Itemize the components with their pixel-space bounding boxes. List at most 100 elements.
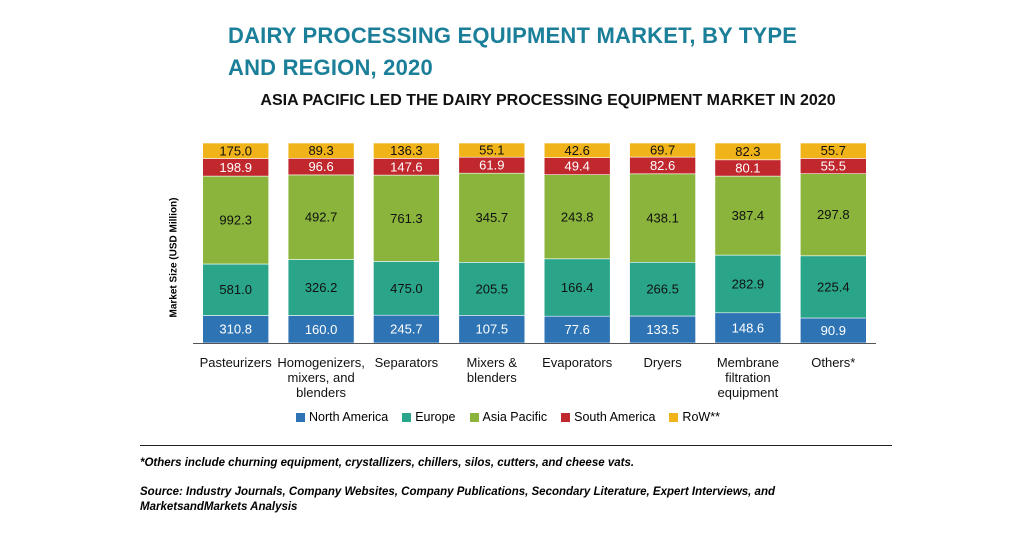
category-label: Homogenizers, — [277, 355, 364, 370]
category-label: Mixers & — [467, 355, 518, 370]
bar-value-label: 266.5 — [646, 282, 679, 297]
bar-value-label: 55.5 — [821, 159, 846, 174]
bar-value-label: 243.8 — [561, 209, 594, 224]
bar-value-label: 96.6 — [308, 159, 333, 174]
category-label: Separators — [375, 355, 439, 370]
bar-value-label: 581.0 — [219, 282, 252, 297]
category-label: filtration — [725, 370, 771, 385]
bar-value-label: 310.8 — [219, 322, 252, 337]
chart-title-line2: AND REGION, 2020 — [228, 55, 433, 80]
bar-segment — [714, 175, 782, 256]
bar-segment — [287, 259, 355, 316]
bar-segment — [543, 174, 611, 260]
bar-segment — [629, 261, 696, 317]
chart-subtitle-text: ASIA PACIFIC LED THE DAIRY PROCESSING EQ… — [260, 92, 836, 109]
bar-segment — [629, 173, 696, 263]
bar-value-label: 89.3 — [308, 143, 333, 158]
bar-value-label: 49.4 — [565, 159, 590, 174]
bar-value-label: 148.6 — [732, 320, 765, 335]
legend-label: Europe — [415, 410, 456, 424]
bar-segment — [543, 142, 611, 158]
legend-swatch — [296, 412, 305, 422]
bar-value-label: 42.6 — [565, 143, 590, 158]
category-label: equipment — [718, 385, 779, 400]
bar-segment — [202, 263, 269, 316]
bar-segment — [799, 255, 867, 319]
bar-value-label: 326.2 — [305, 280, 338, 295]
category-label: Pasteurizers — [200, 355, 273, 370]
chart-title: DAIRY PROCESSING EQUIPMENT MARKET, BY TY… — [228, 20, 928, 84]
legend-label: RoW** — [682, 410, 720, 424]
bar-segment — [202, 142, 269, 159]
bar-value-label: 175.0 — [219, 143, 252, 158]
bar-segment — [714, 312, 782, 344]
bar-value-label: 205.5 — [476, 281, 509, 296]
legend-label: Asia Pacific — [482, 410, 548, 424]
category-label: mixers, and — [287, 370, 354, 385]
chart-legend: North America Europe Asia Pacific South Ame… — [296, 410, 720, 424]
chart-subtitle: ASIA PACIFIC LED THE DAIRY PROCESSING EQ… — [0, 92, 1024, 110]
bar-segment — [799, 173, 867, 257]
bar-segment — [202, 315, 269, 344]
bar-segment — [458, 142, 526, 158]
bar-segment — [287, 174, 355, 260]
bar-segment — [287, 142, 355, 159]
bar-value-label: 55.7 — [821, 143, 846, 158]
stacked-bar-chart: 310.8 581.0 992.3 198.9 175.0 Pasteurizers 160… — [193, 142, 876, 400]
source-note: Source: Industry Journals, Company Websi… — [140, 486, 776, 513]
bar-value-label: 80.1 — [735, 160, 760, 175]
chart-title-line1: DAIRY PROCESSING EQUIPMENT MARKET, BY TY… — [228, 23, 798, 48]
bar-segment — [202, 175, 269, 265]
divider-line — [140, 445, 892, 446]
legend-swatch — [561, 412, 571, 422]
bar-value-label: 492.7 — [305, 210, 338, 225]
legend-swatch — [669, 412, 679, 422]
legend-item: Europe — [402, 410, 456, 424]
bar-segment — [373, 142, 440, 159]
category-label: Dryers — [643, 355, 682, 370]
bar-segment — [714, 254, 782, 314]
bar-segment — [714, 142, 782, 161]
bar-value-label: 55.1 — [479, 143, 504, 158]
bar-segment — [458, 314, 526, 344]
bar-value-label: 147.6 — [390, 159, 423, 174]
bar-value-label: 225.4 — [817, 279, 850, 294]
bar-value-label: 160.0 — [305, 322, 338, 337]
legend-item: South America — [561, 410, 655, 424]
bar-value-label: 82.3 — [735, 144, 760, 159]
bar-value-label: 133.5 — [646, 322, 679, 337]
bar-value-label: 77.6 — [565, 322, 590, 337]
bar-segment — [629, 142, 696, 158]
bar-segment — [373, 314, 440, 344]
bar-segment — [458, 261, 526, 316]
bar-value-label: 61.9 — [479, 158, 504, 173]
bar-value-label: 761.3 — [390, 211, 423, 226]
legend-swatch — [402, 412, 412, 422]
legend-item: Asia Pacific — [469, 410, 548, 424]
category-label: blenders — [296, 385, 346, 400]
bar-segment — [458, 172, 526, 263]
footnote: *Others include churning equipment, crys… — [140, 457, 635, 469]
category-label: Membrane — [717, 355, 779, 370]
legend-item: RoW** — [669, 410, 720, 424]
bar-value-label: 198.9 — [219, 160, 252, 175]
legend-item: North America — [296, 410, 388, 424]
category-label: blenders — [467, 370, 517, 385]
bar-value-label: 387.4 — [732, 208, 765, 223]
bar-segment — [373, 261, 440, 316]
bar-value-label: 992.3 — [219, 213, 252, 228]
bar-value-label: 82.6 — [650, 158, 675, 173]
bar-value-label: 69.7 — [650, 143, 675, 158]
category-label: Others* — [811, 355, 855, 370]
bar-value-label: 475.0 — [390, 281, 423, 296]
legend-label: South America — [574, 410, 656, 424]
bar-value-label: 245.7 — [390, 322, 423, 337]
bar-segment — [373, 174, 440, 262]
bar-segment — [629, 315, 696, 344]
category-label: Evaporators — [542, 355, 613, 370]
bar-segment — [799, 142, 867, 159]
bar-value-label: 107.5 — [476, 322, 509, 337]
bar-value-label: 90.9 — [821, 323, 846, 338]
bar-value-label: 297.8 — [817, 207, 850, 222]
legend-label: North America — [309, 410, 389, 424]
